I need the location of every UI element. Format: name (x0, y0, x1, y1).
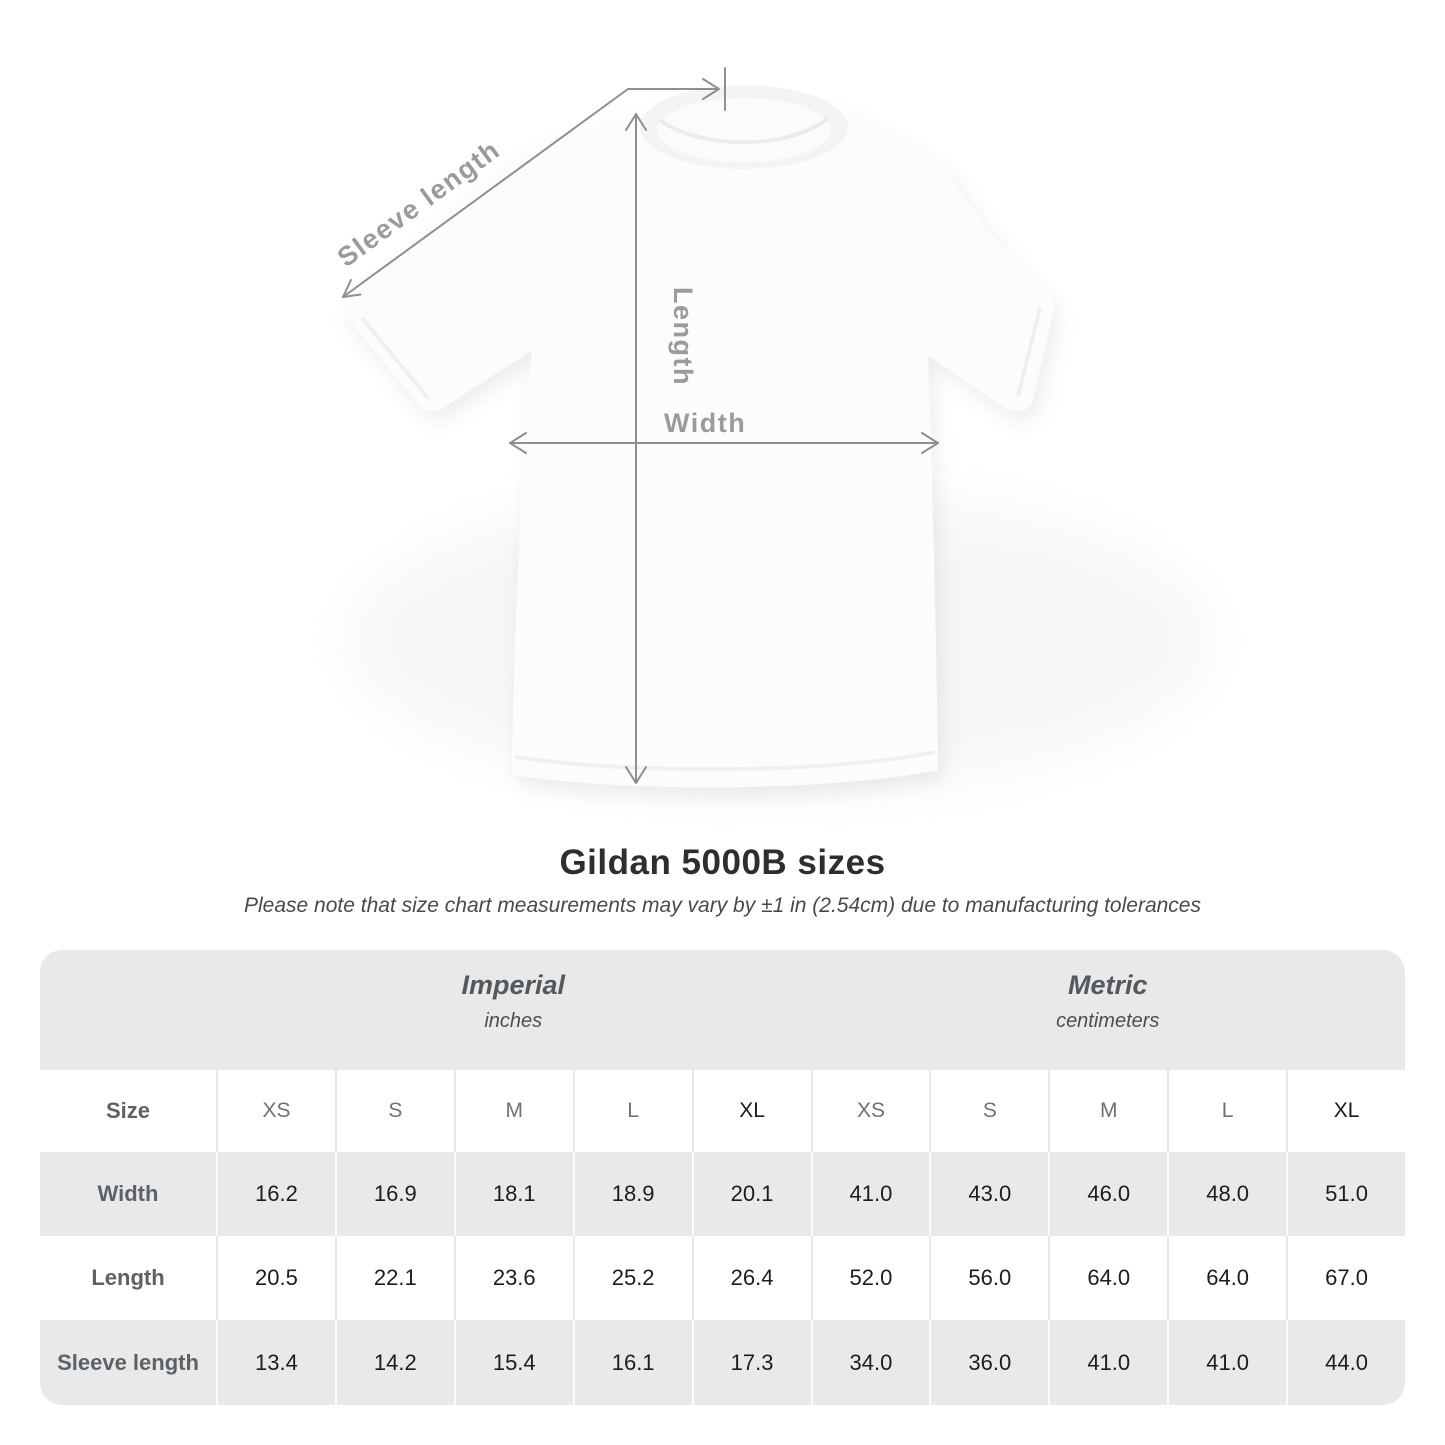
table-cell: 67.0 (1286, 1236, 1405, 1320)
col-metric-l: L (1167, 1070, 1286, 1152)
col-imperial-xs: XS (216, 1070, 335, 1152)
table-cell: 23.6 (453, 1236, 573, 1320)
table-cell: 13.4 (216, 1320, 335, 1405)
table-cell: 20.1 (691, 1152, 811, 1236)
table-cell: 64.0 (1048, 1236, 1167, 1320)
metric-title: Metric (1067, 970, 1148, 1000)
table-cell: 48.0 (1167, 1152, 1286, 1236)
col-metric-xl: XL (1286, 1070, 1405, 1152)
length-label: Length (668, 287, 698, 386)
heading: Gildan 5000B sizes Please note that size… (0, 843, 1445, 918)
table-cell: 41.0 (1048, 1320, 1167, 1405)
table-cell: 16.1 (572, 1320, 692, 1405)
imperial-group-header: Imperial inches (216, 950, 811, 1033)
table-cell: 22.1 (334, 1236, 454, 1320)
width-label: Width (664, 408, 746, 438)
metric-unit: centimeters (1056, 1010, 1160, 1032)
table-cell: 56.0 (929, 1236, 1048, 1320)
table-cell: 52.0 (810, 1236, 930, 1320)
size-header-row: Size XS S M L XL XS S M L XL (40, 1070, 1405, 1152)
col-imperial-m: M (453, 1070, 573, 1152)
page-title: Gildan 5000B sizes (559, 843, 886, 882)
measurement-arrows (342, 67, 939, 784)
row-label: Length (91, 1265, 165, 1290)
table-cell: 51.0 (1286, 1152, 1405, 1236)
table-cell: 26.4 (691, 1236, 811, 1320)
table-cell: 41.0 (810, 1152, 930, 1236)
table-cell: 18.9 (572, 1152, 692, 1236)
col-imperial-xl: XL (691, 1070, 811, 1152)
table-cell: 25.2 (572, 1236, 692, 1320)
table-cell: 15.4 (453, 1320, 573, 1405)
table-row-width: Width 16.2 16.9 18.1 18.9 20.1 41.0 43.0… (40, 1152, 1405, 1236)
table-row-sleeve-length: Sleeve length 13.4 14.2 15.4 16.1 17.3 3… (40, 1320, 1405, 1405)
table-cell: 46.0 (1048, 1152, 1167, 1236)
col-imperial-l: L (572, 1070, 692, 1152)
table-cell: 16.9 (334, 1152, 454, 1236)
table-cell: 36.0 (929, 1320, 1048, 1405)
table-cell: 17.3 (691, 1320, 811, 1405)
col-metric-m: M (1048, 1070, 1167, 1152)
sleeve-length-arrow (342, 88, 719, 298)
col-metric-s: S (929, 1070, 1048, 1152)
row-label: Width (97, 1181, 159, 1206)
table-cell: 41.0 (1167, 1320, 1286, 1405)
table-row-length: Length 20.5 22.1 23.6 25.2 26.4 52.0 56.… (40, 1236, 1405, 1320)
imperial-unit: inches (484, 1010, 543, 1032)
size-table: Imperial inches Metric centimeters Size … (40, 950, 1405, 1405)
row-label: Sleeve length (57, 1349, 199, 1375)
table-cell: 43.0 (929, 1152, 1048, 1236)
table-cell: 16.2 (216, 1152, 335, 1236)
metric-group-header: Metric centimeters (811, 950, 1406, 1033)
page-subtitle: Please note that size chart measurements… (244, 894, 1201, 917)
table-cell: 64.0 (1167, 1236, 1286, 1320)
table-cell: 18.1 (453, 1152, 573, 1236)
table-cell: 34.0 (810, 1320, 930, 1405)
col-imperial-s: S (334, 1070, 454, 1152)
tshirt-measurement-diagram: Sleeve length Length Width (332, 67, 1210, 790)
table-cell: 44.0 (1286, 1320, 1405, 1405)
imperial-title: Imperial (461, 970, 566, 1000)
unit-header-band: Imperial inches Metric centimeters (40, 950, 1405, 1070)
col-metric-xs: XS (810, 1070, 930, 1152)
table-cell: 20.5 (216, 1236, 335, 1320)
table-cell: 14.2 (334, 1320, 454, 1405)
size-header: Size (105, 1098, 151, 1123)
tshirt-image (343, 85, 1054, 788)
